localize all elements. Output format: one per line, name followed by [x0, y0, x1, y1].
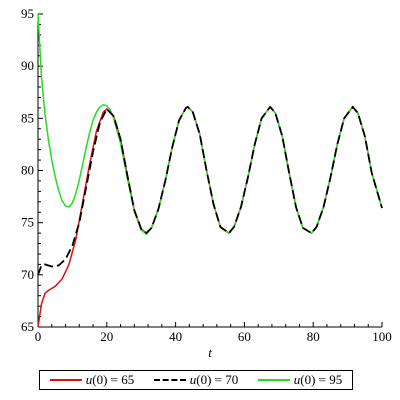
y-tick-label: 80: [21, 163, 34, 178]
x-tick-label: 60: [238, 329, 251, 344]
series-line-u-0-70: [37, 105, 383, 276]
series-line-u-0-65: [37, 106, 383, 328]
legend-item-u0-70: u(0) = 70: [153, 372, 239, 388]
legend: u(0) = 65 u(0) = 70 u(0) = 95: [39, 370, 353, 390]
y-tick-label: 70: [21, 267, 34, 282]
legend-item-u0-95: u(0) = 95: [257, 372, 343, 388]
y-tick-label: 65: [21, 319, 34, 334]
y-tick-label: 95: [21, 6, 34, 21]
x-tick-label: 20: [100, 329, 113, 344]
legend-swatch-u0-65: [49, 379, 82, 381]
x-tick-label: 100: [372, 329, 392, 344]
y-tick-label: 85: [21, 110, 34, 125]
x-tick-label: 40: [169, 329, 182, 344]
x-tick-label: 80: [307, 329, 320, 344]
series-line-u-0-95: [37, 13, 383, 235]
axes: 0 20 40 60 80 100 65 70 75 80 85 90 95: [21, 6, 392, 344]
legend-label-u0-95: u(0) = 95: [293, 372, 343, 387]
legend-label-u0-70: u(0) = 70: [189, 372, 239, 387]
legend-swatch-u0-70: [153, 379, 186, 381]
legend-swatch-u0-95: [257, 379, 290, 381]
series-layer: [37, 13, 383, 328]
y-tick-label: 90: [21, 58, 34, 73]
x-tick-label: 0: [35, 329, 42, 344]
legend-item-u0-65: u(0) = 65: [49, 372, 135, 388]
line-chart: 0 20 40 60 80 100 65 70 75 80 85 90 95 t: [21, 6, 392, 360]
legend-label-u0-65: u(0) = 65: [85, 372, 135, 387]
x-axis-label: t: [208, 345, 212, 360]
y-tick-label: 75: [21, 215, 34, 230]
